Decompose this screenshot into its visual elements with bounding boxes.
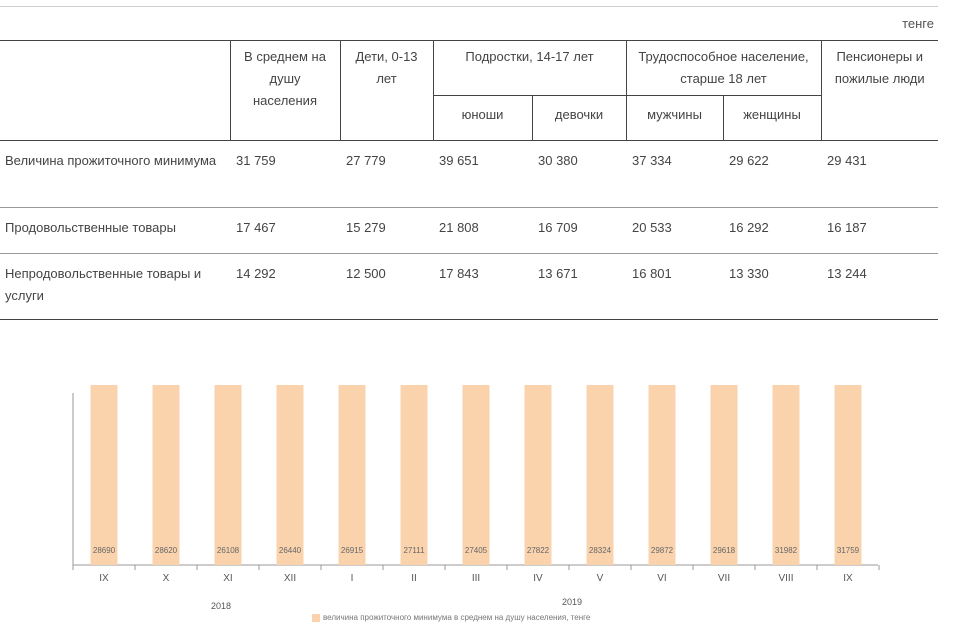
cell-value: 16 801 <box>626 253 723 320</box>
row-label: Продовольственные товары <box>0 207 230 254</box>
cell-value: 12 500 <box>340 253 433 320</box>
top-rule <box>0 6 938 7</box>
x-tick-label: IV <box>533 573 543 584</box>
data-label: 26108 <box>217 546 240 555</box>
data-label: 29872 <box>651 546 674 555</box>
bar <box>648 385 676 565</box>
x-tick-label: IX <box>99 573 109 584</box>
year-label-2019: 2019 <box>562 597 582 607</box>
cell-value: 15 279 <box>340 207 433 254</box>
bar <box>710 385 738 566</box>
data-label: 27405 <box>465 546 488 555</box>
unit-label: тенге <box>902 16 934 31</box>
header-children: Дети, 0-13 лет <box>339 40 433 141</box>
bar <box>152 385 180 565</box>
cell-value: 13 671 <box>532 253 626 320</box>
bar <box>462 385 490 565</box>
data-label: 29618 <box>713 546 736 555</box>
x-tick-label: XI <box>223 573 232 584</box>
cell-value: 16 187 <box>821 207 938 254</box>
cell-value: 39 651 <box>433 140 532 208</box>
x-tick-label: II <box>411 573 417 584</box>
data-label: 28690 <box>93 546 116 555</box>
subsistence-bar-chart: 28690 28620 26108 26440 26915 27111 27405 27822… <box>72 385 880 611</box>
bar <box>276 385 304 565</box>
x-tick-label: I <box>351 573 354 584</box>
cell-value: 31 759 <box>230 140 340 208</box>
bar <box>772 385 800 565</box>
chart-legend: величина прожиточного минимума в среднем… <box>312 613 590 622</box>
header-boys: юноши <box>432 95 532 141</box>
legend-swatch <box>312 613 320 622</box>
subsistence-minimum-table: В среднем на душу населения Дети, 0-13 л… <box>0 40 938 320</box>
header-teens: Подростки, 14-17 лет <box>432 40 626 96</box>
data-label: 26440 <box>279 546 302 555</box>
cell-value: 30 380 <box>532 140 626 208</box>
data-label: 28324 <box>589 546 612 555</box>
cell-value: 16 292 <box>723 207 821 254</box>
bar <box>214 385 242 565</box>
table-row: Непродовольственные товары и услуги 14 2… <box>0 253 938 320</box>
cell-value: 20 533 <box>626 207 723 254</box>
data-label: 26915 <box>341 546 364 555</box>
bar <box>524 385 552 565</box>
data-label: 27111 <box>403 546 425 555</box>
x-tick-label: X <box>163 573 170 584</box>
header-avg: В среднем на душу населения <box>229 40 340 141</box>
x-tick-label: V <box>597 573 604 584</box>
cell-value: 27 779 <box>340 140 433 208</box>
bar <box>400 385 428 565</box>
cell-value: 13 244 <box>821 253 938 320</box>
row-label: Непродовольственные товары и услуги <box>0 253 230 320</box>
year-label-2018: 2018 <box>211 601 231 611</box>
table-row: Величина прожиточного минимума 31 759 27… <box>0 140 938 208</box>
cell-value: 21 808 <box>433 207 532 254</box>
cell-value: 29 431 <box>821 140 938 208</box>
cell-value: 14 292 <box>230 253 340 320</box>
table-row: Продовольственные товары 17 467 15 279 2… <box>0 207 938 254</box>
x-tick-label: VIII <box>778 573 793 584</box>
cell-value: 17 843 <box>433 253 532 320</box>
bar <box>90 385 118 565</box>
cell-value: 16 709 <box>532 207 626 254</box>
cell-value: 29 622 <box>723 140 821 208</box>
bar <box>338 385 366 565</box>
bar <box>834 385 862 565</box>
legend-label: величина прожиточного минимума в среднем… <box>323 613 591 622</box>
data-label: 31982 <box>775 546 798 555</box>
x-tick-label: VI <box>657 573 666 584</box>
x-tick-label: III <box>472 573 480 584</box>
data-label: 27822 <box>527 546 550 555</box>
cell-value: 17 467 <box>230 207 340 254</box>
x-tick-label: IX <box>843 573 853 584</box>
data-label: 31759 <box>837 546 860 555</box>
header-women: женщины <box>722 95 821 141</box>
x-tick-label: XII <box>284 573 296 584</box>
cell-value: 13 330 <box>723 253 821 320</box>
data-label: 28620 <box>155 546 178 555</box>
row-label: Величина прожиточного минимума <box>0 140 230 208</box>
header-men: мужчины <box>625 95 723 141</box>
bar <box>586 385 614 565</box>
header-girls: девочки <box>531 95 626 141</box>
x-tick-label: VII <box>718 573 730 584</box>
header-empty-cell <box>0 40 230 141</box>
header-pensioners: Пенсионеры и пожилые люди <box>820 40 938 141</box>
cell-value: 37 334 <box>626 140 723 208</box>
header-working: Трудоспособное население, старше 18 лет <box>625 40 821 96</box>
